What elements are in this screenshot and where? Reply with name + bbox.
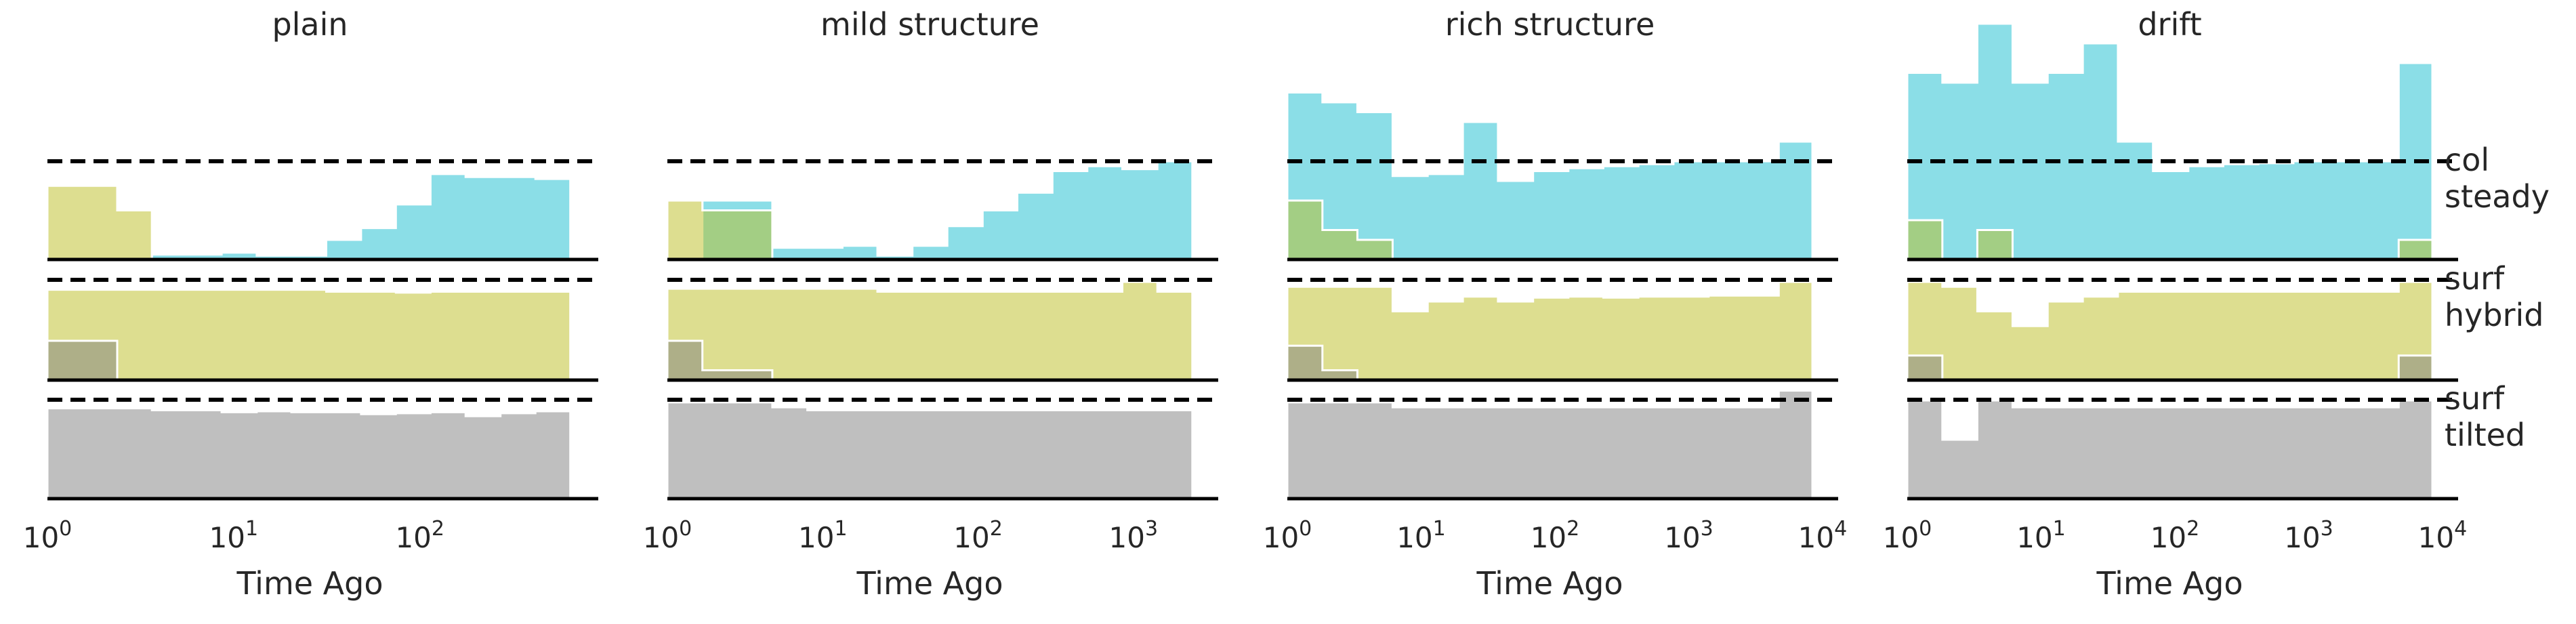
col-histogram-row-1 — [1906, 22, 2434, 261]
x-axis-label: Time Ago — [1476, 565, 1623, 602]
x-axis-label: Time Ago — [236, 565, 383, 602]
panel-title: rich structure — [1445, 6, 1655, 43]
x-tick-label: 100 — [23, 517, 72, 554]
row-label: surf — [2445, 380, 2506, 417]
x-axis-label: Time Ago — [856, 565, 1003, 602]
x-tick-label: 100 — [643, 517, 692, 554]
panel-4: drift 100 101 102 103 104 Time Ago — [1883, 6, 2468, 602]
x-tick-label: 101 — [1396, 517, 1446, 554]
tilted-histogram-row-3 — [666, 401, 1194, 500]
x-tick-label: 103 — [2284, 517, 2333, 554]
x-axis-label: Time Ago — [2096, 565, 2243, 602]
row-label: steady — [2445, 178, 2550, 215]
surf-histogram-row-2 — [1286, 280, 1814, 381]
surf-histogram-row-2 — [1906, 280, 2434, 381]
col-histogram-row-1 — [1286, 91, 1814, 261]
x-tick-label: 104 — [1798, 517, 1848, 554]
row-label: tilted — [2445, 417, 2525, 453]
panel-title: mild structure — [820, 6, 1039, 43]
col-histogram-row-1 — [47, 173, 572, 261]
x-tick-label: 101 — [798, 517, 848, 554]
surf-histogram-row-2 — [46, 289, 572, 381]
panel-title: drift — [2138, 6, 2201, 43]
x-tick-label: 100 — [1883, 517, 1932, 554]
x-tick-label: 103 — [1109, 517, 1159, 554]
x-tick-label: 102 — [2151, 517, 2200, 554]
surf-histogram-row-2 — [666, 280, 1194, 381]
x-tick-label: 104 — [2418, 517, 2468, 554]
panel-1: plain 100 101 102 Time Ago — [23, 6, 598, 602]
x-tick-label: 101 — [2016, 517, 2066, 554]
tilted-histogram-row-3 — [1906, 399, 2434, 500]
x-tick-label: 102 — [395, 517, 444, 554]
tilted-histogram-row-3 — [46, 407, 572, 500]
x-tick-label: 102 — [953, 517, 1003, 554]
panel-2: mild structure 100 101 102 103 Time Ago — [643, 6, 1218, 602]
row-label: surf — [2445, 260, 2506, 297]
panel-3: rich structure 100 101 102 103 104 Time Ago — [1263, 6, 1848, 602]
x-tick-label: 101 — [209, 517, 259, 554]
row-label: col — [2445, 142, 2489, 178]
x-tick-label: 103 — [1664, 517, 1713, 554]
x-tick-label: 102 — [1531, 517, 1580, 554]
row-label: hybrid — [2445, 297, 2543, 333]
tilted-histogram-row-3 — [1286, 390, 1814, 500]
x-tick-label: 100 — [1263, 517, 1312, 554]
panel-title: plain — [272, 6, 348, 43]
